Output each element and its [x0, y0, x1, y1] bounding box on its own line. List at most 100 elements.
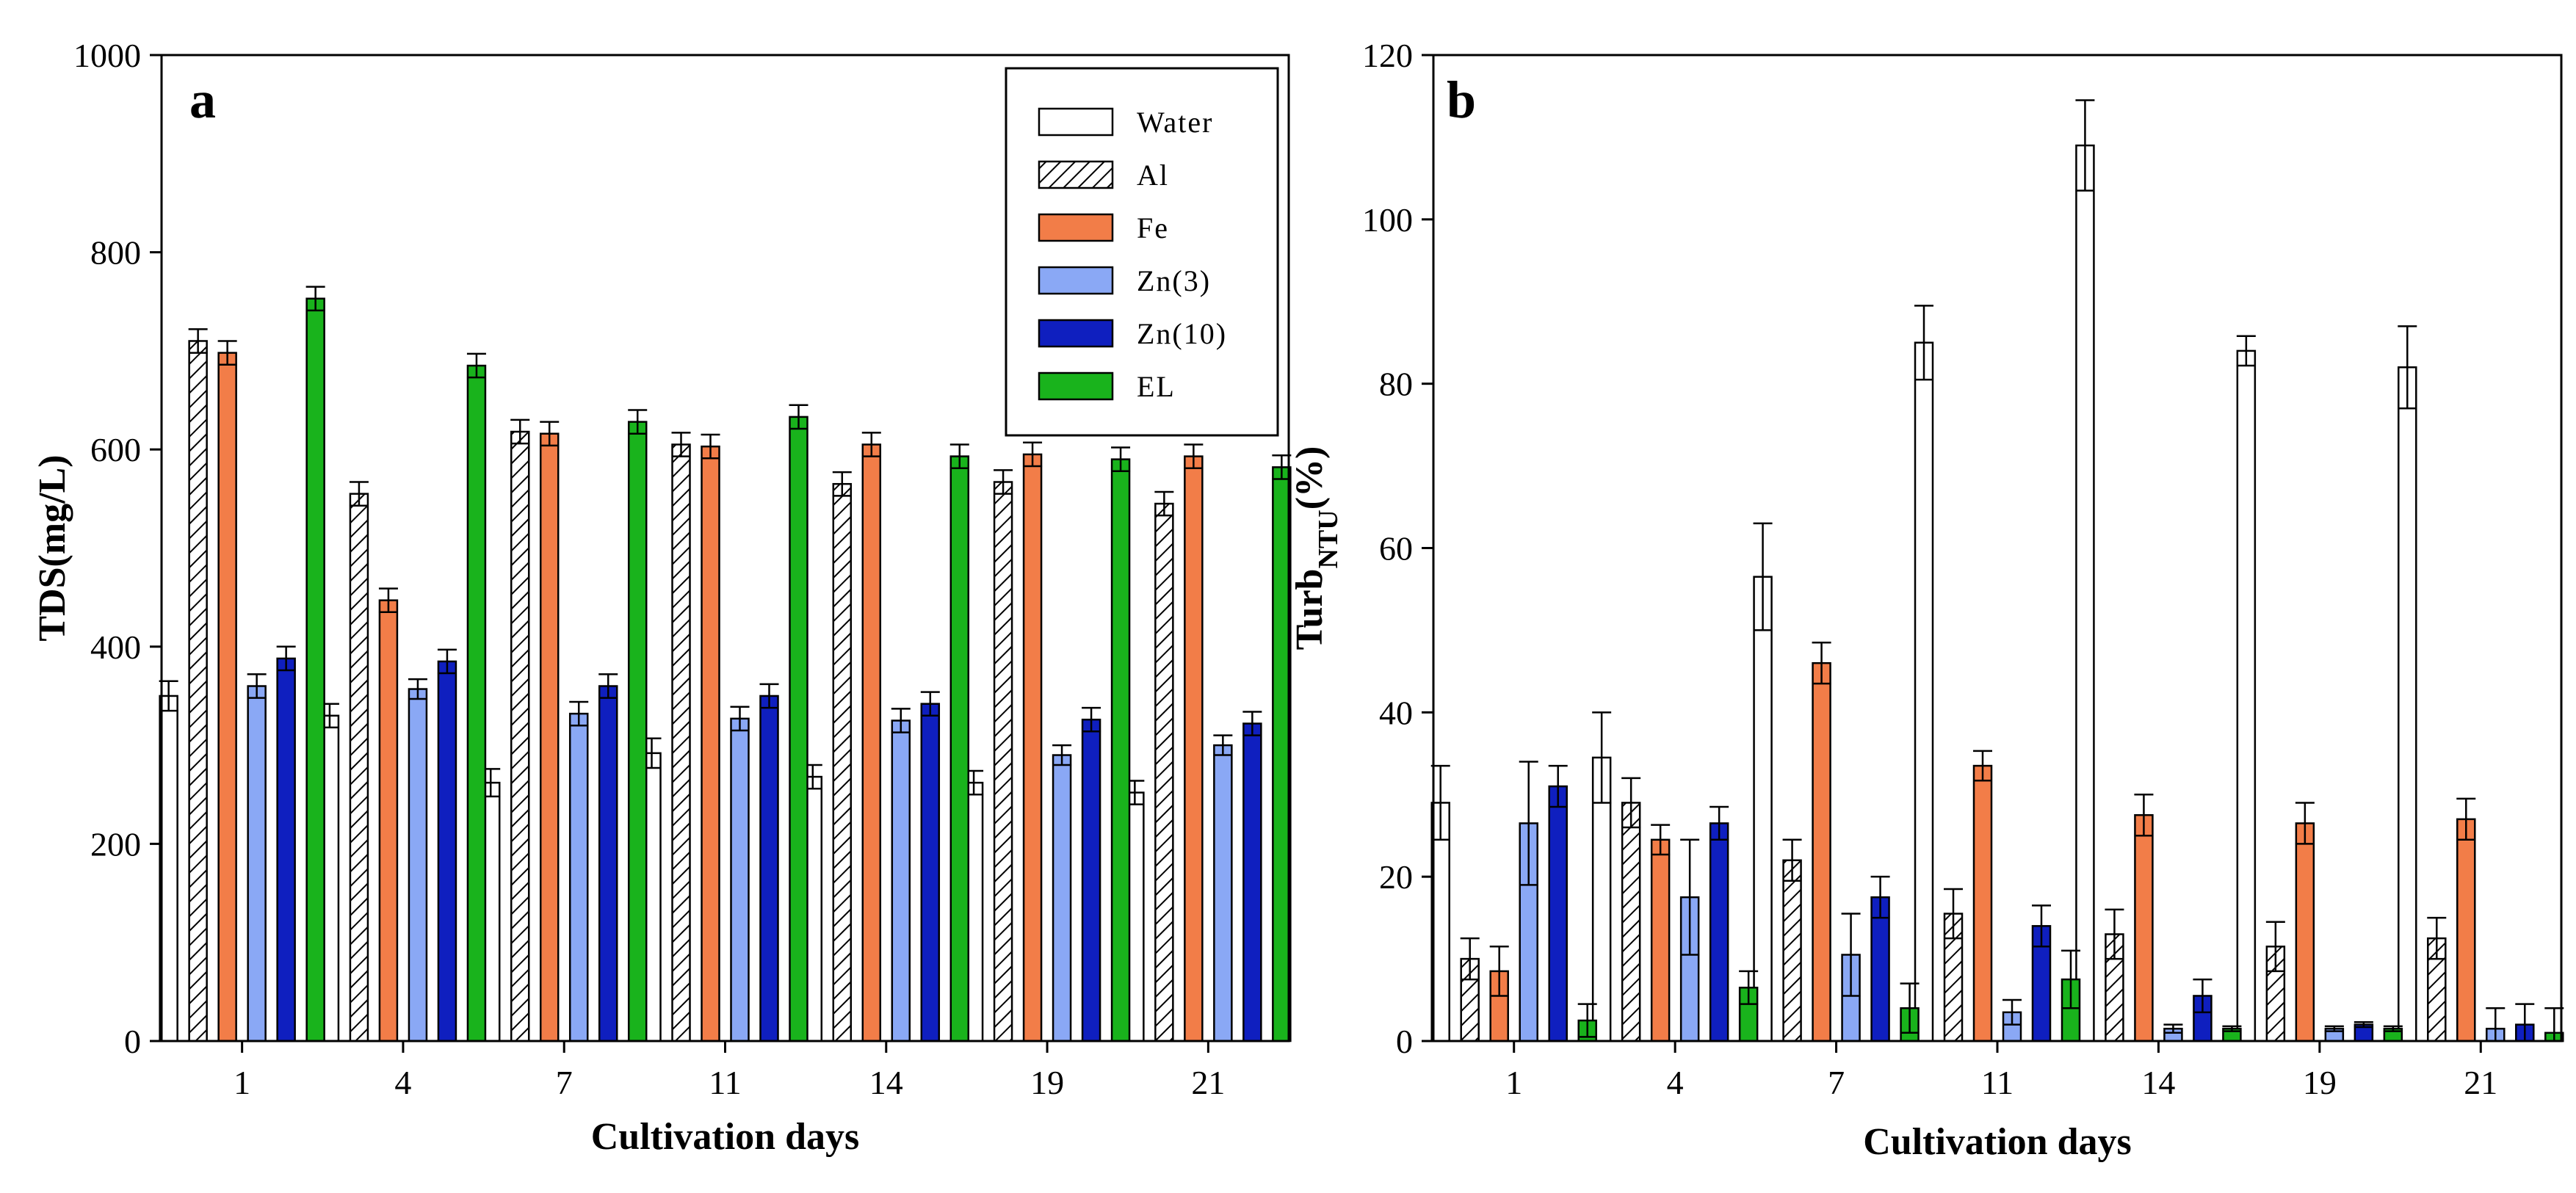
error-bar-b-Zn(10)-11: [2032, 904, 2051, 948]
legend-swatch-Zn(3): [1038, 266, 1114, 295]
error-bar-b-Al-21: [2427, 916, 2447, 960]
error-bar-a-Zn(3)-1: [247, 673, 267, 699]
x-tick-label-a-7: 7: [556, 1064, 573, 1101]
error-bar-a-Zn(10)-21: [1242, 711, 1262, 736]
bar-a-Zn(3)-7: [568, 712, 589, 1042]
error-bar-a-Zn(10)-11: [759, 683, 779, 709]
error-bar-b-EL-1: [1577, 1003, 1597, 1038]
error-bar-b-Zn(3)-1: [1519, 761, 1538, 886]
bar-b-Fe-19: [2295, 822, 2315, 1042]
bar-b-Fe-21: [2456, 818, 2476, 1042]
bar-b-Water-7: [1753, 576, 1773, 1042]
legend-label-Zn(10): Zn(10): [1137, 317, 1227, 350]
error-bar-b-Water-11: [1914, 305, 1933, 381]
legend-swatch-Zn(10): [1038, 319, 1114, 348]
legend-label-Fe: Fe: [1137, 211, 1169, 244]
error-bar-a-EL-4: [466, 352, 486, 379]
error-bar-b-Zn(3)-14: [2163, 1023, 2183, 1034]
series-zn10: [276, 645, 1262, 1042]
y-axis-title-b: TurbNTU(%): [1289, 446, 1344, 650]
bar-a-Zn(3)-11: [730, 717, 750, 1042]
bar-b-Water-11: [1914, 341, 1934, 1042]
y-axis-title-main: Turb: [1289, 569, 1331, 650]
bar-a-Zn(10)-4: [437, 660, 457, 1042]
y-tick-label-a-400: 400: [90, 628, 141, 666]
error-bar-b-Zn(3)-19: [2324, 1025, 2344, 1032]
error-bar-b-EL-11: [2061, 949, 2080, 1009]
error-bar-a-Al-7: [510, 418, 530, 445]
panel-label-a: a: [189, 70, 216, 129]
error-bar-b-Al-14: [2105, 908, 2124, 960]
bar-b-Zn(10)-4: [1709, 822, 1729, 1042]
bar-b-Al-4: [1621, 802, 1641, 1042]
bar-a-Al-14: [832, 482, 853, 1042]
bar-a-Al-11: [671, 443, 691, 1042]
bar-b-Water-4: [1591, 756, 1612, 1042]
bar-b-Zn(3)-11: [2002, 1011, 2022, 1042]
error-bar-b-Zn(3)-11: [2002, 998, 2022, 1026]
series-zn3: [247, 673, 1233, 1042]
y-tick-label-a-1000: 1000: [73, 37, 141, 74]
series-water: [1430, 99, 2417, 1042]
error-bar-b-Al-7: [1782, 838, 1802, 882]
bar-a-Zn(10)-7: [598, 685, 618, 1042]
error-bar-a-Al-19: [994, 469, 1013, 495]
error-bar-b-Zn(10)-7: [1870, 875, 1890, 919]
bar-a-Zn(3)-14: [891, 719, 911, 1042]
error-bar-b-Al-4: [1621, 777, 1641, 829]
legend-label-Water: Water: [1137, 106, 1214, 139]
error-bar-a-EL-7: [628, 409, 648, 435]
bar-b-Fe-4: [1650, 838, 1671, 1042]
error-bar-b-Fe-19: [2295, 802, 2315, 845]
error-bar-a-Fe-11: [701, 433, 720, 460]
x-tick-label-a-11: 11: [709, 1064, 741, 1101]
error-bar-b-EL-14: [2222, 1025, 2242, 1032]
bar-a-Zn(10)-11: [759, 695, 779, 1042]
series-zn3: [1519, 761, 2506, 1042]
legend-swatch-EL: [1038, 371, 1114, 401]
x-tick-label-b-21: 21: [2464, 1064, 2497, 1101]
bar-a-Fe-4: [378, 599, 399, 1042]
error-bar-b-Water-4: [1592, 711, 1612, 804]
x-tick-label-b-14: 14: [2141, 1064, 2175, 1101]
legend-label-Zn(3): Zn(3): [1137, 264, 1211, 297]
bar-a-Zn(10)-14: [920, 703, 941, 1042]
bar-a-Al-1: [188, 340, 208, 1042]
y-tick-label-b-120: 120: [1362, 37, 1413, 74]
error-bar-a-Al-21: [1154, 490, 1174, 517]
y-tick-label-b-80: 80: [1379, 366, 1413, 403]
bar-b-Zn(10)-1: [1548, 785, 1568, 1042]
error-bar-a-Al-4: [349, 481, 369, 507]
bar-a-Zn(3)-19: [1052, 754, 1072, 1042]
error-bar-a-Fe-7: [540, 421, 560, 447]
error-bar-a-EL-11: [789, 404, 808, 430]
legend-swatch-Al: [1038, 160, 1114, 189]
bar-a-Zn(3)-1: [247, 685, 267, 1042]
error-bar-b-Zn(10)-14: [2193, 978, 2213, 1014]
legend-swatch-Fe: [1038, 213, 1114, 242]
bar-b-Fe-14: [2134, 813, 2154, 1042]
y-tick-label-a-800: 800: [90, 234, 141, 272]
error-bar-a-Zn(10)-14: [920, 691, 940, 717]
x-tick-label-a-1: 1: [234, 1064, 250, 1101]
error-bar-b-Water-7: [1753, 522, 1773, 631]
bar-a-Al-7: [510, 430, 530, 1042]
error-bar-a-Zn(10)-19: [1082, 706, 1101, 733]
y-tick-label-b-100: 100: [1362, 201, 1413, 239]
series-el: [1577, 949, 2564, 1042]
bar-a-Fe-14: [861, 443, 882, 1042]
error-bar-b-Zn(3)-7: [1841, 913, 1861, 997]
y-tick-label-b-60: 60: [1379, 530, 1413, 568]
error-bar-b-EL-7: [1900, 982, 1920, 1034]
y-tick-label-b-40: 40: [1379, 694, 1413, 731]
bar-a-Fe-11: [701, 445, 720, 1042]
error-bar-a-Al-14: [832, 471, 852, 497]
bar-a-Al-19: [993, 481, 1013, 1042]
bar-b-Fe-11: [1972, 764, 1993, 1042]
error-bar-a-Zn(10)-1: [276, 645, 296, 672]
bar-a-Zn(3)-4: [408, 688, 428, 1042]
error-bar-b-Al-19: [2265, 921, 2285, 973]
